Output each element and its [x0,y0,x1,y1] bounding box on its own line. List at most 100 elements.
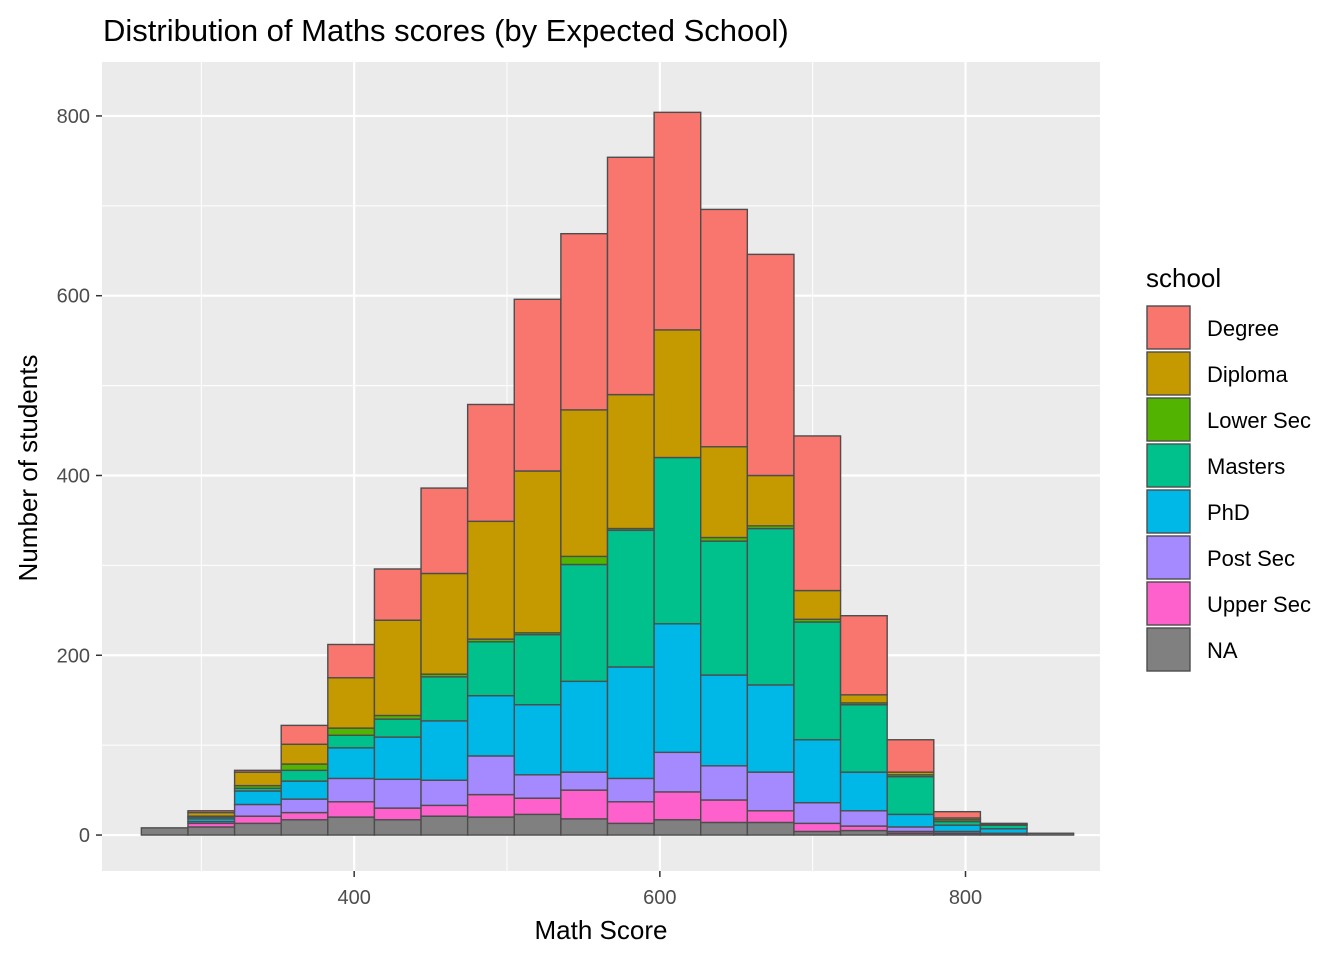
bar-segment-diploma [233,771,282,787]
bar-segment-diploma [746,474,795,527]
legend-label-degree: Degree [1207,316,1279,341]
bar-segment-na [187,826,236,836]
bar-segment-degree [886,739,935,773]
bar-segment-diploma [700,446,749,539]
bar-segment-phd [327,747,376,780]
bar-segment-degree [233,769,282,773]
bar-segment-diploma [793,589,842,621]
bar-segment-masters [793,621,842,741]
legend-key-na [1146,627,1191,672]
bar-segment-diploma [560,409,609,558]
x-tick-label: 800 [949,887,982,909]
legend-label-masters: Masters [1207,454,1285,479]
legend-label-post-sec: Post Sec [1207,546,1295,571]
legend-key-upper-sec [1146,581,1191,626]
bar-segment-degree [513,298,562,472]
bar-segment-post-sec [793,801,842,825]
x-axis-ticks: 400 600 800 [337,871,982,909]
y-axis-title: Number of students [13,355,43,582]
bar-segment-na [233,822,282,836]
bar-segment-degree [606,156,655,396]
bar-segment-lower-sec [560,555,609,566]
bar-segment-masters [420,676,469,722]
bar-segment-phd [420,720,469,781]
bar-segment-post-sec [373,778,422,809]
bar-segment-diploma [327,677,376,729]
legend-key-phd [1146,489,1191,534]
bar-segment-phd [466,695,515,757]
bar-segment-upper-sec [466,793,515,818]
bar-segment-masters [606,529,655,668]
bar-segment-upper-sec [700,799,749,824]
y-tick-label: 400 [57,465,90,487]
legend-label-diploma: Diploma [1207,362,1288,387]
bar-segment-post-sec [513,774,562,799]
y-axis-ticks: 0 200 400 600 800 [57,106,102,847]
bar-segment-post-sec [839,810,888,827]
legend-key-diploma [1146,351,1191,396]
bar-segment-upper-sec [746,810,795,824]
bar-segment-upper-sec [560,789,609,820]
bar-segment-phd [839,771,888,812]
bar-segment-masters [280,769,329,782]
bar-segment-phd [933,824,982,833]
bar-segment-post-sec [746,771,795,812]
bar-segment-phd [280,780,329,800]
bar-segment-upper-sec [513,797,562,816]
bar-segment-diploma [839,694,888,704]
bar-segment-na [280,819,329,836]
bar-segment-masters [700,540,749,676]
bar-segment-phd [233,790,282,806]
legend-title: school [1146,263,1221,293]
y-tick-label: 600 [57,286,90,308]
bar-segment-masters [886,775,935,816]
bar-segment-post-sec [233,803,282,817]
x-axis-title: Math Score [535,915,668,945]
bar-segment-post-sec [700,765,749,801]
bar-segment-upper-sec [653,791,702,821]
bar-segment-phd [886,813,935,828]
legend-label-upper-sec: Upper Sec [1207,592,1311,617]
bar-segment-masters [746,527,795,686]
bar-segment-na [606,822,655,836]
bar-segment-na [513,813,562,836]
legend-label-phd: PhD [1207,500,1250,525]
bar-segment-phd [700,674,749,767]
bar-segment-na [327,816,376,836]
bar-segment-degree [280,724,329,745]
y-tick-label: 800 [57,106,90,128]
bar-segment-phd [653,623,702,754]
bar-segment-degree [560,232,609,411]
bar-segment-phd [560,680,609,773]
bar-segment-degree [373,568,422,621]
x-tick-label: 400 [337,887,370,909]
bar-segment-diploma [606,393,655,530]
bar-segment-masters [513,633,562,706]
bar-segment-degree [466,403,515,523]
bar-segment-degree [187,810,236,814]
bar-segment-upper-sec [280,811,329,821]
legend-key-post-sec [1146,535,1191,580]
bar-segment-upper-sec [327,801,376,818]
bar-segment-post-sec [466,755,515,796]
bar-segment-degree [700,208,749,448]
bar-segment-degree [420,487,469,575]
bar-segment-na [373,819,422,836]
bar-segment-na [700,821,749,836]
legend-label-na: NA [1207,638,1238,663]
bar-segment-masters [373,718,422,738]
bar-segment-na [746,821,795,836]
bar-segment-degree [653,111,702,331]
bar-segment-na [1026,832,1075,836]
bar-segment-degree [933,810,982,819]
x-tick-label: 600 [643,887,676,909]
bar-segment-upper-sec [373,807,422,821]
bar-segment-post-sec [420,779,469,807]
bar-segment-diploma [373,619,422,717]
bar-segment-post-sec [280,798,329,814]
bar-segment-masters [653,456,702,625]
bar-segment-na [560,818,609,836]
bar-segment-na [653,819,702,836]
bar-segment-post-sec [327,777,376,803]
